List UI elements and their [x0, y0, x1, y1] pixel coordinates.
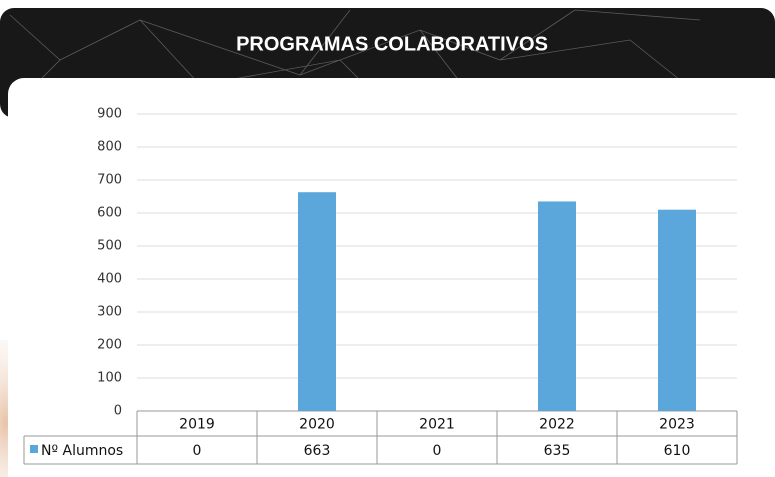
table-value: 610	[664, 443, 691, 459]
y-tick-label: 400	[97, 272, 122, 287]
chart-title: PROGRAMAS COLABORATIVOS	[236, 33, 548, 55]
y-tick-label: 700	[97, 173, 122, 188]
bar	[538, 201, 576, 411]
y-tick-label: 600	[97, 206, 122, 221]
legend-swatch	[30, 445, 38, 453]
table-value: 0	[193, 443, 202, 459]
y-tick-label: 800	[97, 140, 122, 155]
table-value: 635	[544, 443, 571, 459]
y-tick-label: 900	[97, 107, 122, 122]
panel	[8, 78, 775, 477]
bar	[658, 209, 696, 411]
x-tick-label: 2022	[539, 417, 575, 433]
network-lines	[9, 9, 701, 101]
table-value: 663	[304, 443, 331, 459]
table-value: 0	[433, 443, 442, 459]
x-tick-label: 2019	[179, 417, 215, 433]
y-tick-label: 0	[114, 404, 122, 419]
y-tick-label: 100	[97, 371, 122, 386]
legend-label: Nº Alumnos	[41, 443, 123, 459]
x-tick-label: 2023	[659, 417, 695, 433]
x-tick-label: 2021	[419, 417, 455, 433]
y-tick-label: 300	[97, 305, 122, 320]
y-tick-label: 500	[97, 239, 122, 254]
bar	[298, 192, 336, 411]
y-tick-label: 200	[97, 338, 122, 353]
x-tick-label: 2020	[299, 417, 335, 433]
